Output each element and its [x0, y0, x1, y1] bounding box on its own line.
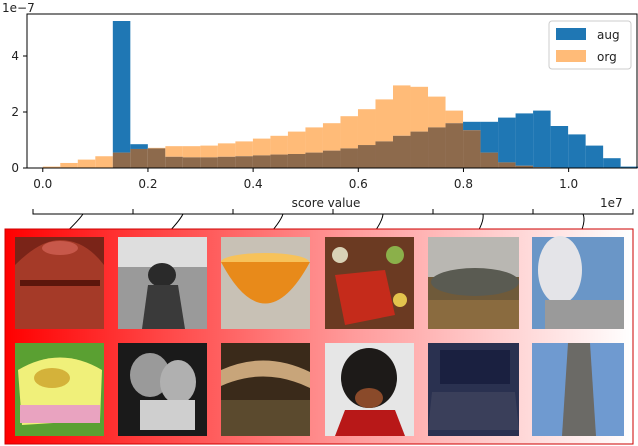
thumbnail-grid — [15, 236, 624, 436]
thumbnail-laptop — [428, 343, 519, 436]
bar-aug-32 — [603, 158, 621, 168]
legend: aug org — [548, 20, 632, 70]
thumbnail-rottweiler — [325, 343, 414, 436]
bar-org-23 — [445, 110, 464, 124]
bar-overlap-26 — [498, 162, 516, 168]
bar-org-12 — [252, 138, 271, 156]
bar-overlap-12 — [252, 155, 271, 168]
bar-aug-29 — [550, 126, 569, 168]
bar-org-20 — [393, 85, 411, 136]
bar-overlap-15 — [305, 152, 323, 168]
bar-org-6 — [147, 147, 166, 149]
legend-swatch-aug — [556, 28, 586, 40]
bar-aug-30 — [568, 134, 586, 168]
y-offset-label: 1e−7 — [2, 1, 35, 15]
x-tick-label-4: 0.8 — [454, 177, 473, 191]
bracket-4 — [432, 209, 534, 215]
bar-org-14 — [287, 131, 306, 154]
bar-org-2 — [77, 159, 96, 168]
y-tick-label-1: 2 — [11, 105, 19, 119]
thumbnail-hands-bw — [118, 343, 207, 436]
bar-overlap-19 — [375, 141, 393, 168]
x-axis-label: score value — [292, 196, 361, 210]
thumbnail-food-market — [325, 237, 414, 329]
x-tick-label-2: 0.4 — [244, 177, 263, 191]
bin-brackets — [32, 209, 634, 240]
image-panel-background — [4, 228, 634, 445]
bar-overlap-25 — [480, 152, 499, 168]
bracket-0 — [32, 209, 134, 215]
bar-overlap-11 — [235, 156, 253, 168]
bar-overlap-4 — [112, 152, 131, 168]
bar-org-0 — [42, 166, 61, 168]
bar-org-19 — [375, 99, 393, 142]
bar-aug-25 — [480, 121, 499, 153]
x-tick-label-5: 1.0 — [559, 177, 578, 191]
bar-aug-26 — [498, 117, 516, 163]
bracket-1 — [132, 209, 234, 215]
x-tick-label-0: 0.0 — [33, 177, 52, 191]
bar-overlap-10 — [217, 156, 236, 168]
thumbnail-obelisk — [532, 343, 624, 436]
bar-overlap-22 — [428, 127, 446, 168]
thumbnail-bowl — [221, 237, 310, 329]
y-tick-label-0: 0 — [11, 161, 19, 175]
bar-overlap-5 — [130, 148, 148, 168]
bar-overlap-16 — [322, 150, 341, 168]
thumbnail-snake — [221, 343, 310, 436]
bar-overlap-7 — [165, 156, 183, 168]
thumbnail-fish — [428, 237, 519, 329]
bar-aug-33 — [620, 166, 638, 168]
y-axis: 0 2 4 — [11, 49, 27, 175]
bar-overlap-9 — [200, 157, 218, 168]
bar-org-1 — [60, 162, 78, 168]
bar-aug-31 — [585, 145, 604, 168]
bar-aug-5 — [130, 144, 148, 149]
thumbnail-statue — [532, 236, 624, 329]
bar-org-17 — [340, 116, 358, 149]
bar-overlap-24 — [463, 130, 481, 168]
bar-org-11 — [235, 141, 253, 157]
bar-org-22 — [428, 96, 446, 128]
bar-org-15 — [305, 127, 323, 153]
histogram-bars — [42, 21, 638, 168]
bar-overlap-17 — [340, 148, 358, 168]
legend-label-org: org — [597, 50, 617, 64]
bar-org-18 — [357, 109, 376, 146]
thumbnail-dog-grayscale — [118, 237, 207, 329]
bar-overlap-21 — [410, 131, 429, 168]
bar-overlap-20 — [393, 135, 411, 168]
y-tick-label-2: 4 — [11, 49, 19, 63]
legend-swatch-org — [556, 50, 586, 62]
bar-aug-4 — [112, 21, 131, 153]
bar-overlap-14 — [287, 154, 306, 168]
bar-overlap-8 — [182, 157, 201, 168]
bar-overlap-23 — [445, 123, 464, 168]
bar-org-16 — [322, 123, 341, 151]
x-tick-label-3: 0.6 — [349, 177, 368, 191]
x-offset-label: 1e7 — [600, 196, 623, 210]
x-tick-label-1: 0.2 — [138, 177, 157, 191]
bar-overlap-6 — [147, 148, 166, 168]
bar-org-21 — [410, 86, 429, 132]
bar-overlap-13 — [270, 154, 288, 168]
bar-org-3 — [95, 156, 113, 168]
plot-frame — [26, 13, 638, 169]
bar-aug-28 — [533, 110, 551, 168]
bar-aug-27 — [515, 113, 534, 166]
thumbnail-bell — [15, 237, 104, 329]
legend-label-aug: aug — [597, 28, 620, 42]
bar-org-8 — [182, 146, 201, 158]
bar-overlap-18 — [357, 145, 376, 168]
thumbnail-chihuahua-blanket — [15, 343, 104, 436]
bar-org-13 — [270, 135, 288, 155]
x-axis: 0.0 0.2 0.4 0.6 0.8 1.0 — [33, 168, 578, 191]
histogram-chart: 0 2 4 0.0 0.2 0.4 0.6 0.8 1.0 1e−7 1e7 score va… — [2, 1, 638, 210]
bar-org-9 — [200, 145, 218, 158]
bar-org-10 — [217, 143, 236, 157]
bar-org-7 — [165, 146, 183, 157]
bar-aug-24 — [463, 121, 481, 131]
bar-overlap-27 — [515, 165, 534, 168]
